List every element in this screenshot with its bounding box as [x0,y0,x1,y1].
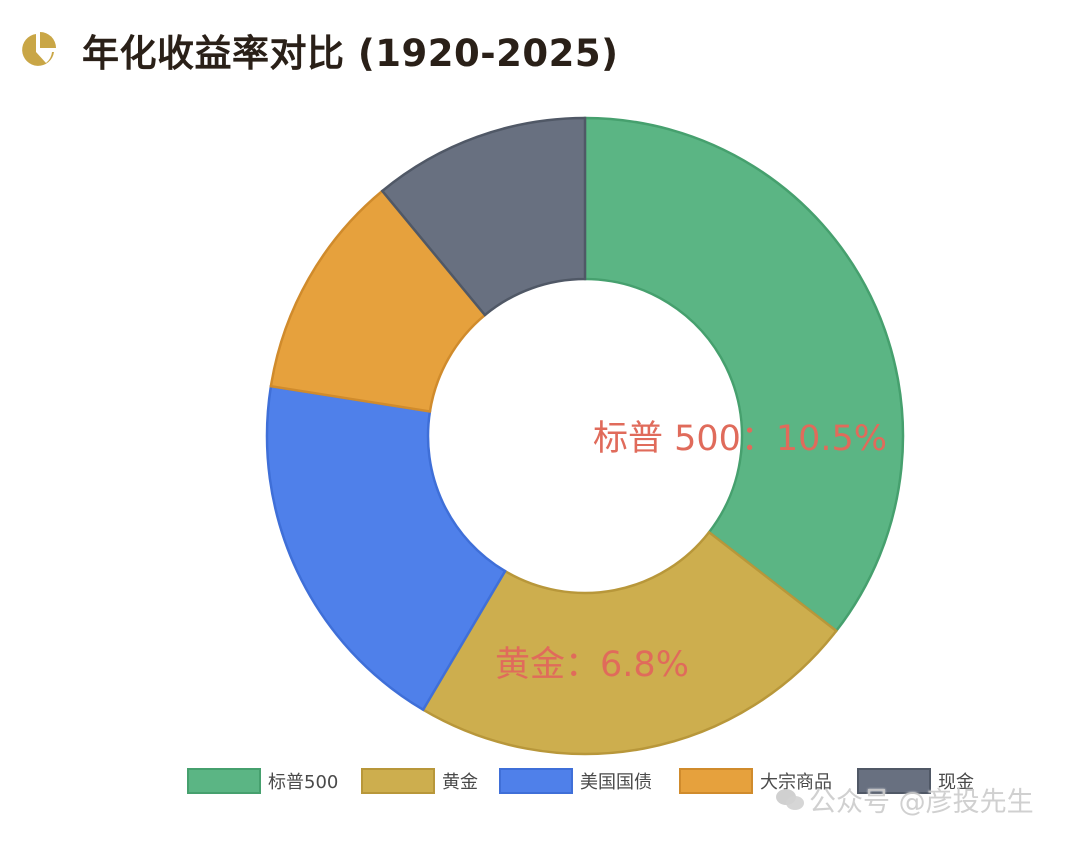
chart-legend: 标普500 黄金 美国国债 大宗商品 现金 [187,768,974,794]
chart-header: 年化收益率对比 (1920-2025) [18,22,619,78]
donut-slices [265,116,905,756]
legend-swatch-4 [679,768,753,794]
legend-label-5: 现金 [938,772,974,793]
legend-label-4: 大宗商品 [760,772,832,793]
watermark-text: 公众号 @彦投先生 [809,787,1034,818]
donut-slice-3 [265,384,507,712]
legend-item-3[interactable]: 美国国债 [499,768,652,794]
donut-slice-5 [380,116,587,317]
pie-chart-icon [22,32,56,66]
data-labels: 标普 500：10.5% 黄金：6.8% [495,419,887,685]
legend-label-3: 美国国债 [580,772,652,793]
data-label-1: 标普 500：10.5% [593,419,887,459]
data-label-2: 黄金：6.8% [495,645,689,685]
legend-swatch-2 [361,768,435,794]
donut-slice-2 [421,530,839,756]
legend-item-5[interactable]: 现金 [857,768,974,794]
donut-slice-4 [269,189,487,413]
chart-title: 年化收益率对比 (1920-2025) [82,32,619,75]
wechat-icon [776,788,804,810]
legend-item-1[interactable]: 标普500 [187,768,338,794]
legend-item-4[interactable]: 大宗商品 [679,768,832,794]
legend-label-2: 黄金 [442,772,478,793]
legend-item-2[interactable]: 黄金 [361,768,478,794]
watermark: 公众号 @彦投先生 [775,780,1034,819]
legend-swatch-1 [187,768,261,794]
legend-swatch-5 [857,768,931,794]
legend-label-1: 标普500 [268,772,338,793]
donut-slice-1 [583,116,905,633]
legend-swatch-3 [499,768,573,794]
